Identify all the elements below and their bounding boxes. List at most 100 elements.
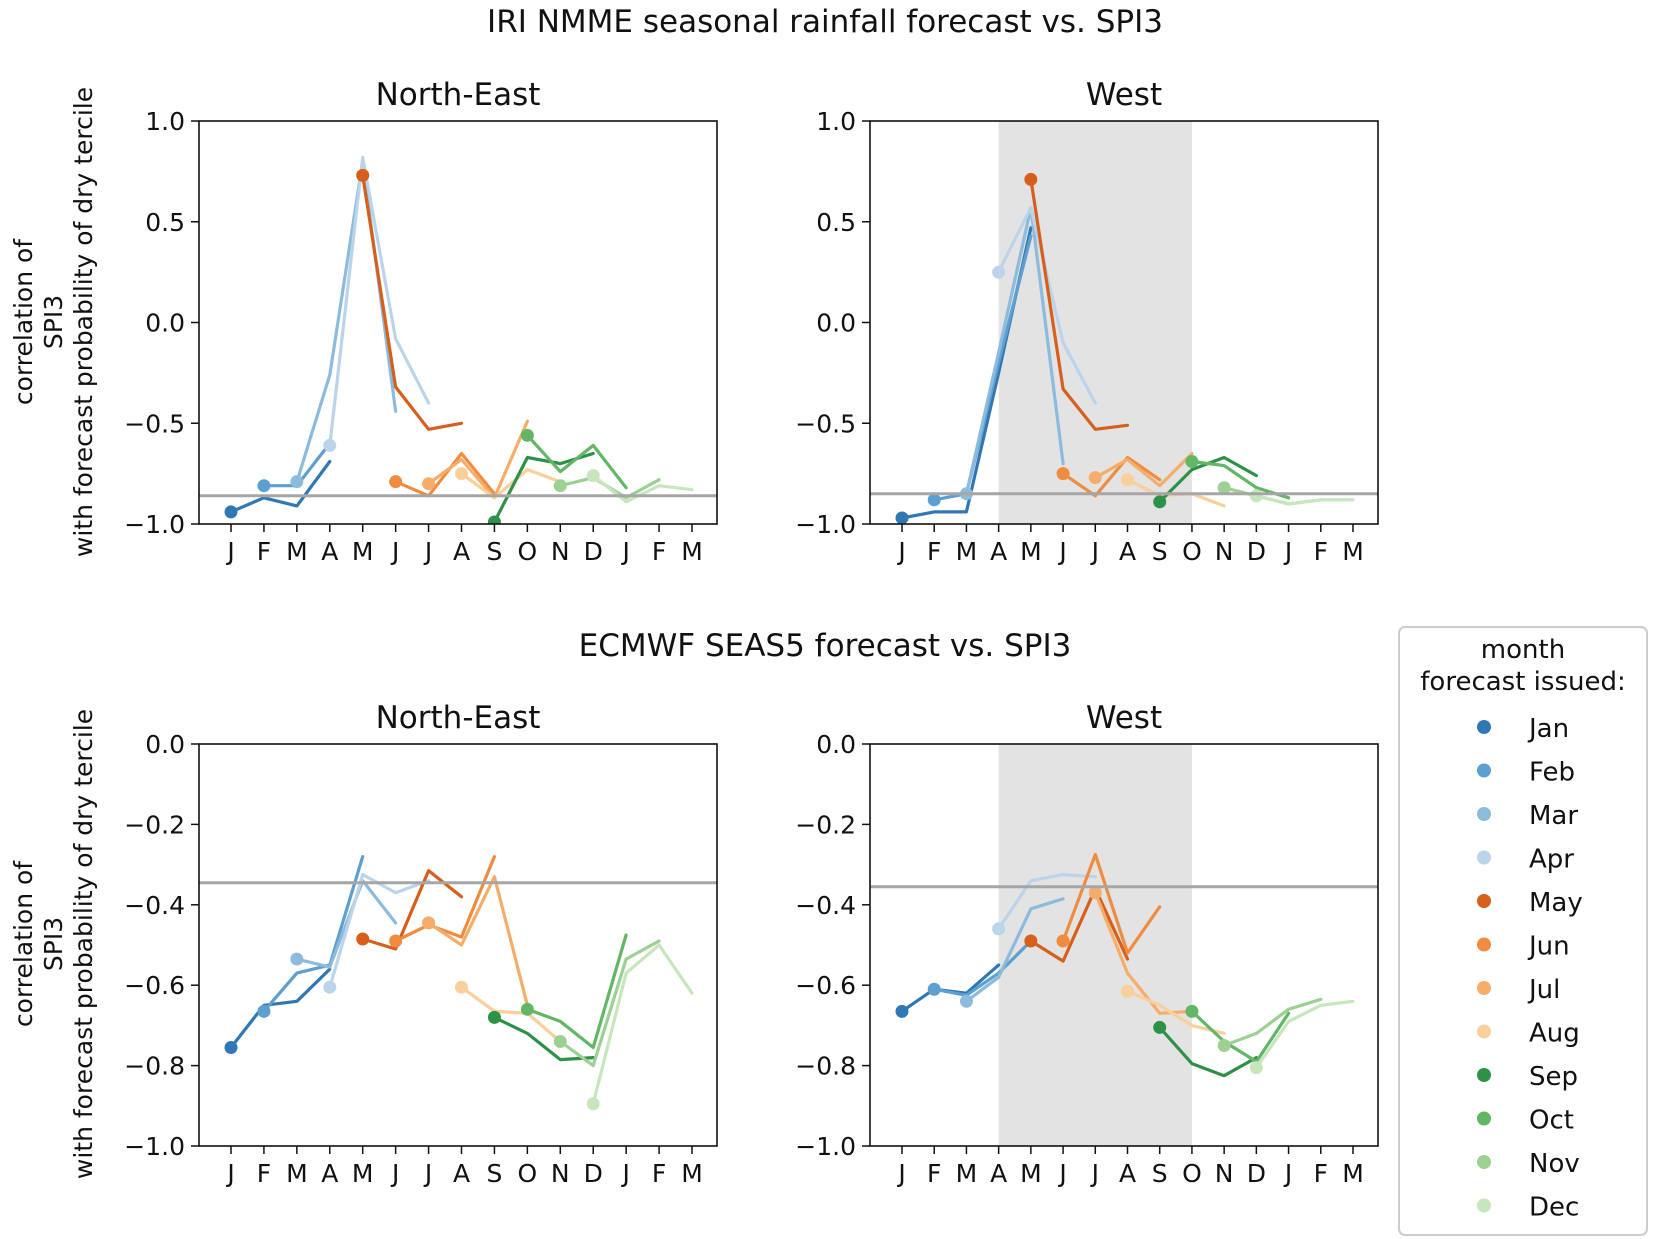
iri-west-axes-frame	[869, 120, 1379, 525]
ecmwf-ne-y-tick-label: −0.6	[124, 971, 185, 1000]
ecmwf-west-y-tick-label: −0.6	[795, 971, 856, 1000]
ecmwf-west-x-tick-label: M	[956, 1159, 978, 1188]
iri-ne-axes-frame	[198, 120, 718, 525]
ecmwf-west-series-jul-start-marker	[1088, 886, 1102, 900]
iri-ne-x-tick-label: O	[518, 537, 538, 566]
ecmwf-west-series-dec-line	[1254, 999, 1355, 1070]
ecmwf-ne-series-aug-start-marker	[455, 980, 468, 994]
ecmwf-ne-series-dec-start-marker	[586, 1097, 600, 1111]
ecmwf-west-series-sep-line	[1158, 1025, 1259, 1078]
y-axis-label-bottom-line1: correlation of	[9, 860, 38, 1027]
iri-ne-x-tick-label: F	[257, 537, 271, 566]
legend-marker-feb	[1477, 763, 1491, 778]
iri-ne-series-dec-line	[591, 474, 694, 504]
ecmwf-ne-series-jan-line	[229, 967, 332, 1050]
iri-west-y-tick-label: −1.0	[795, 510, 856, 539]
iri-west-series-oct-start-marker	[1185, 455, 1199, 469]
iri-ne-x-tick-label: A	[453, 537, 470, 566]
iri-ne-x-tick-label: M	[286, 537, 308, 566]
ecmwf-ne-series-nov-line	[558, 939, 661, 1068]
ecmwf-ne-x-tick-label: J	[390, 1159, 399, 1188]
iri-ne-series-jun-line	[394, 451, 496, 498]
ecmwf-west-series-jul-line	[1093, 891, 1194, 1015]
ecmwf-west-x-tick-label: J	[896, 1159, 905, 1188]
ecmwf-west-series-jun-start-marker	[1056, 934, 1070, 948]
ecmwf-west-series-apr-start-marker	[992, 922, 1006, 936]
iri-west-series-group	[895, 172, 1355, 524]
ecmwf-ne-series-nov-start-marker	[553, 1034, 567, 1048]
y-axis-label-bottom-line3: with forecast probability of dry tercile	[69, 709, 98, 1179]
ecmwf-ne-series-mar-start-marker	[290, 952, 304, 966]
legend-marker-apr	[1477, 850, 1491, 865]
iri-west-series-apr-start-marker	[992, 265, 1006, 279]
ecmwf-west-y-tick-label: 0.0	[816, 730, 856, 759]
legend-label-jan: Jan	[1527, 714, 1569, 744]
ecmwf-west-y-tick-label: −0.4	[795, 891, 856, 920]
iri-west-series-jul-start-marker	[1088, 471, 1102, 485]
iri-west-series-dec-line	[1254, 494, 1355, 506]
legend-marker-dec	[1477, 1198, 1491, 1213]
iri-west-y-tick-label: 0.5	[816, 208, 856, 237]
iri-ne-x-tick-label: A	[321, 537, 338, 566]
iri-ne-series-may-start-marker	[356, 168, 370, 182]
ecmwf-west-x-tick-label: J	[1283, 1159, 1292, 1188]
ecmwf-west-y-tick-label: −0.2	[795, 810, 856, 839]
legend-label-aug: Aug	[1529, 1019, 1580, 1049]
ecmwf-ne-x-tick-label: M	[286, 1159, 308, 1188]
iri-ne-series-aug-start-marker	[455, 467, 468, 481]
ecmwf-ne-series-group	[224, 854, 694, 1111]
legend-title-line1: month	[1481, 635, 1565, 665]
ecmwf-west-series-dec-start-marker	[1249, 1061, 1263, 1075]
ecmwf-west-x-tick-label: M	[1020, 1159, 1042, 1188]
iri-ne-x-tick-label: J	[423, 537, 432, 566]
ecmwf-west-series-nov-start-marker	[1217, 1039, 1231, 1052]
iri-west-x-tick-label: M	[956, 537, 978, 566]
ecmwf-ne-x-tick-label: M	[681, 1159, 703, 1188]
ecmwf-west-x-tick-label: M	[1342, 1159, 1364, 1188]
iri-ne-series-mar-start-marker	[290, 475, 304, 489]
iri-west-x-tick-label: S	[1152, 537, 1168, 566]
ecmwf-west-series-sep-start-marker	[1153, 1020, 1167, 1034]
ecmwf-ne-x-tick-label: M	[352, 1159, 374, 1188]
iri-ne-series-nov-start-marker	[553, 479, 567, 493]
legend-label-sep: Sep	[1529, 1062, 1578, 1092]
ecmwf-ne-y-tick-label: −0.4	[124, 891, 185, 920]
y-axis-label-top-line1: correlation of	[9, 238, 38, 405]
ecmwf-west-x-tick-label: S	[1152, 1159, 1168, 1188]
ecmwf-ne-x-tick-label: J	[225, 1159, 234, 1188]
legend-label-mar: Mar	[1529, 801, 1578, 831]
ecmwf-ne-y-tick-label: −1.0	[124, 1132, 185, 1161]
ecmwf-west-x-tick-label: F	[1314, 1159, 1328, 1188]
ecmwf-ne-series-aug-line	[459, 985, 562, 1044]
iri-west-series-mar-line	[964, 206, 1065, 496]
ecmwf-west-series-group	[895, 852, 1355, 1078]
iri-ne-series-jul-start-marker	[422, 477, 436, 491]
ecmwf-west-x-tick-label: J	[1057, 1159, 1066, 1188]
iri-west-series-sep-start-marker	[1153, 495, 1167, 509]
ecmwf-ne-series-feb-start-marker	[257, 1004, 271, 1018]
ecmwf-ne-series-jul-line	[427, 875, 530, 1007]
ecmwf-ne-series-mar-line	[295, 879, 398, 969]
iri-ne-panel-title: North-East	[376, 77, 541, 113]
ecmwf-ne-series-jun-start-marker	[389, 934, 403, 948]
iri-ne-x-tick-label: F	[652, 537, 666, 566]
ecmwf-section-title: ECMWF SEAS5 forecast vs. SPI3	[579, 628, 1072, 664]
ecmwf-west-series-apr-line	[996, 872, 1097, 931]
iri-ne-x-tick-label: J	[620, 537, 629, 566]
legend-marker-jul	[1477, 981, 1491, 995]
iri-ne-x-tick-label: J	[390, 537, 399, 566]
iri-west-x-tick-label: J	[896, 537, 905, 566]
ecmwf-west-x-tick-label: N	[1215, 1159, 1234, 1188]
legend-box	[1398, 626, 1648, 1236]
iri-ne-series-apr-start-marker	[323, 438, 337, 452]
ecmwf-west-series-may-line	[1029, 887, 1130, 963]
ecmwf-ne-y-tick-label: −0.8	[124, 1052, 185, 1081]
ecmwf-ne-series-feb-line	[262, 854, 365, 1013]
iri-west-x-tick-label: M	[1020, 537, 1042, 566]
ecmwf-west-x-tick-label: D	[1247, 1159, 1266, 1188]
iri-west-panel-title: West	[1086, 77, 1162, 113]
ecmwf-ne-x-tick-label: A	[453, 1159, 470, 1188]
ecmwf-west-series-jun-line	[1061, 852, 1162, 955]
iri-west-x-tick-label: F	[1314, 537, 1328, 566]
